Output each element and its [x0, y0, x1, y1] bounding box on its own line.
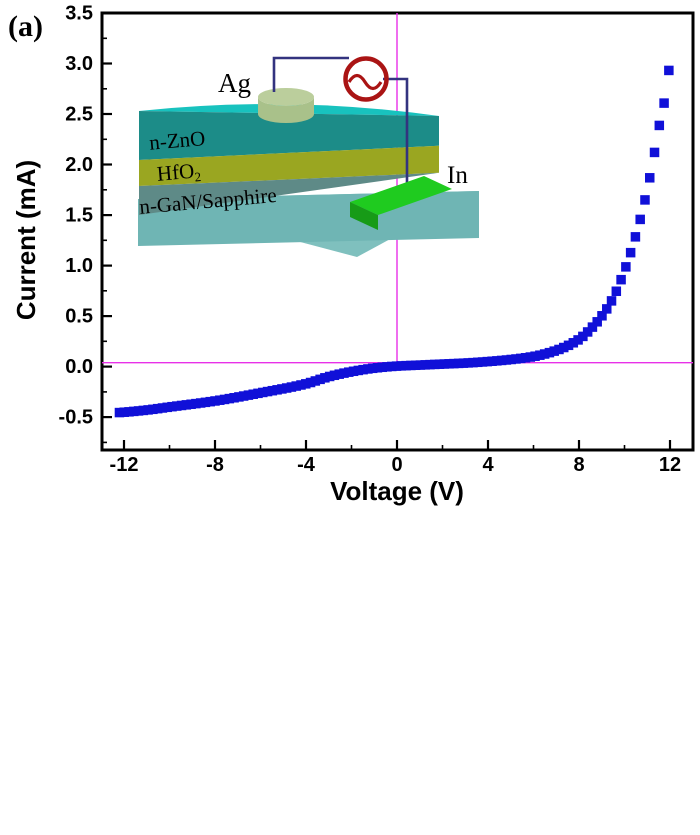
svg-text:0.0: 0.0 [65, 356, 93, 378]
svg-text:-0.5: -0.5 [59, 407, 93, 429]
svg-text:-4: -4 [297, 454, 316, 476]
svg-text:4: 4 [482, 454, 494, 476]
svg-text:3.5: 3.5 [65, 3, 93, 25]
svg-text:(a): (a) [8, 10, 43, 43]
svg-text:3.0: 3.0 [65, 53, 93, 75]
svg-text:2.5: 2.5 [65, 104, 93, 126]
svg-text:-12: -12 [110, 454, 139, 476]
svg-text:2.0: 2.0 [65, 154, 93, 176]
svg-text:12: 12 [659, 454, 681, 476]
svg-text:1.5: 1.5 [65, 205, 93, 227]
svg-text:0: 0 [391, 454, 402, 476]
svg-text:Ag: Ag [218, 68, 251, 98]
svg-text:n-ZnO: n-ZnO [148, 126, 206, 155]
svg-text:0.5: 0.5 [65, 306, 93, 328]
svg-text:-8: -8 [206, 454, 224, 476]
svg-text:In: In [447, 162, 468, 189]
svg-text:1.0: 1.0 [65, 255, 93, 277]
svg-text:8: 8 [573, 454, 584, 476]
svg-text:Voltage (V): Voltage (V) [330, 476, 464, 506]
svg-text:Current (mA): Current (mA) [11, 160, 41, 320]
